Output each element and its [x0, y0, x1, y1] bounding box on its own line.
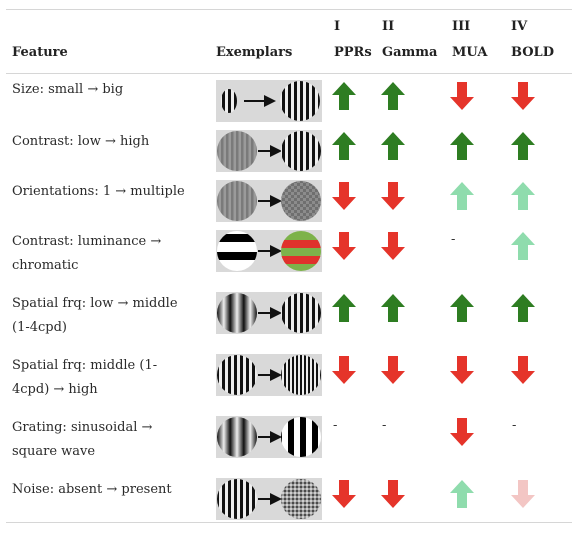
- row-5-feature: Spatial frq: low → middle (1-4cpd): [12, 296, 178, 335]
- exemplar-square-wave: [216, 416, 322, 458]
- header-col-iii-num: III: [452, 19, 471, 34]
- exemplar-orientations: [216, 180, 322, 222]
- header-col-ii-num: II: [382, 19, 395, 34]
- arrow-down-icon: [331, 181, 357, 211]
- arrow-down-icon: [510, 355, 536, 385]
- arrow-up-icon: [449, 181, 475, 211]
- table-bottom-rule: [6, 522, 572, 523]
- arrow-up-icon: [380, 131, 406, 161]
- arrow-up-icon: [510, 181, 536, 211]
- arrow-up-icon: [331, 131, 357, 161]
- arrow-down-icon: [380, 479, 406, 509]
- exemplar-spatial-low-mid: [216, 292, 322, 334]
- arrow-down-icon: [331, 231, 357, 261]
- arrow-up-icon: [449, 479, 475, 509]
- arrow-down-icon: [449, 417, 475, 447]
- arrow-down-icon: [380, 181, 406, 211]
- row-8-feature: Noise: absent → present: [12, 482, 172, 497]
- exemplar-size: [216, 80, 322, 122]
- header-col-iii-name: MUA: [452, 45, 488, 60]
- arrow-up-icon: [380, 293, 406, 323]
- arrow-up-icon: [449, 293, 475, 323]
- row-3-feature: Orientations: 1 → multiple: [12, 184, 185, 199]
- cell-dash-r4-iii: -: [451, 232, 456, 247]
- arrow-down-icon: [449, 355, 475, 385]
- arrow-down-icon: [380, 355, 406, 385]
- header-col-iv-num: IV: [511, 19, 528, 34]
- arrow-down-icon: [331, 479, 357, 509]
- arrow-up-icon: [331, 293, 357, 323]
- exemplar-spatial-mid-high: [216, 354, 322, 396]
- header-exemplars: Exemplars: [216, 45, 293, 60]
- header-feature: Feature: [12, 45, 68, 60]
- exemplar-noise: [216, 478, 322, 520]
- header-col-i-num: I: [334, 19, 341, 34]
- row-4-feature: Contrast: luminance → chromatic: [12, 234, 162, 273]
- header-col-ii-name: Gamma: [382, 45, 438, 60]
- arrow-down-icon: [331, 355, 357, 385]
- row-7-feature: Grating: sinusoidal → square wave: [12, 420, 153, 459]
- header-col-iv-name: BOLD: [511, 45, 554, 60]
- header-col-i-name: PPRs: [334, 45, 372, 60]
- row-2-feature: Contrast: low → high: [12, 134, 150, 149]
- cell-dash-r7-i: -: [333, 418, 338, 433]
- arrow-up-icon: [331, 81, 357, 111]
- row-1-feature: Size: small → big: [12, 82, 124, 97]
- arrow-up-icon: [510, 293, 536, 323]
- exemplar-contrast: [216, 130, 322, 172]
- arrow-down-icon: [510, 479, 536, 509]
- arrow-up-icon: [380, 81, 406, 111]
- cell-dash-r7-iv: -: [512, 418, 517, 433]
- arrow-up-icon: [510, 231, 536, 261]
- exemplar-chromatic: [216, 230, 322, 272]
- arrow-up-icon: [510, 131, 536, 161]
- cell-dash-r7-ii: -: [382, 418, 387, 433]
- arrow-up-icon: [449, 131, 475, 161]
- table-top-rule: [6, 9, 572, 10]
- table-header-rule: [6, 73, 572, 74]
- arrow-down-icon: [449, 81, 475, 111]
- arrow-down-icon: [380, 231, 406, 261]
- arrow-down-icon: [510, 81, 536, 111]
- row-6-feature: Spatial frq: middle (1-4cpd) → high: [12, 358, 158, 397]
